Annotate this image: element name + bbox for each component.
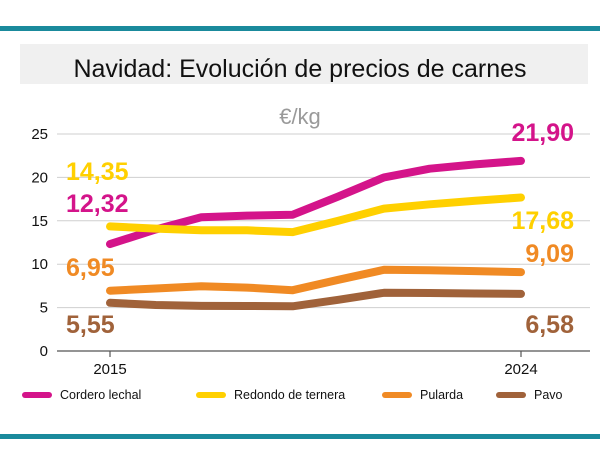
legend-label: Pularda bbox=[420, 388, 464, 402]
y-tick-label: 5 bbox=[40, 300, 48, 317]
legend-swatch bbox=[22, 392, 52, 398]
end-value-label-cordero-lechal: 21,90 bbox=[511, 119, 574, 147]
legend-label: Pavo bbox=[534, 388, 563, 402]
legend-swatch bbox=[382, 392, 412, 398]
series-line-pularda bbox=[106, 265, 525, 295]
legend-label: Cordero lechal bbox=[60, 388, 142, 402]
chart-title: Navidad: Evolución de precios de carnes bbox=[73, 55, 527, 83]
legend-item-cordero-lechal: Cordero lechal bbox=[22, 388, 141, 402]
end-value-label-pularda: 9,09 bbox=[525, 240, 574, 268]
start-value-label-redondo-de-ternera: 14,35 bbox=[66, 158, 129, 186]
series-line-cordero-lechal bbox=[106, 156, 525, 249]
legend-item-redondo-de-ternera: Redondo de ternera bbox=[196, 388, 345, 402]
legend-item-pavo: Pavo bbox=[496, 388, 563, 402]
series-line-redondo-de-ternera bbox=[106, 193, 525, 237]
series-line-pavo bbox=[106, 288, 525, 311]
start-value-label-pularda: 6,95 bbox=[66, 254, 115, 282]
y-tick-label: 25 bbox=[31, 126, 48, 143]
bottom-accent-rule bbox=[0, 434, 600, 439]
legend-swatch bbox=[496, 392, 526, 398]
legend-swatch bbox=[196, 392, 226, 398]
title-band bbox=[20, 44, 588, 84]
legend-item-pularda: Pularda bbox=[382, 388, 463, 402]
end-value-label-pavo: 6,58 bbox=[525, 311, 574, 339]
y-tick-label: 20 bbox=[31, 169, 48, 186]
legend-label: Redondo de ternera bbox=[234, 388, 346, 402]
start-value-label-pavo: 5,55 bbox=[66, 311, 115, 339]
start-value-label-cordero-lechal: 12,32 bbox=[66, 190, 129, 218]
y-tick-label: 0 bbox=[40, 343, 48, 360]
x-tick-label: 2024 bbox=[504, 361, 537, 378]
legend: Cordero lechal Redondo de ternera Pularda P… bbox=[0, 388, 600, 408]
y-tick-label: 10 bbox=[31, 256, 48, 273]
end-value-label-redondo-de-ternera: 17,68 bbox=[511, 207, 574, 235]
y-tick-label: 15 bbox=[31, 213, 48, 230]
x-tick-label: 2015 bbox=[93, 361, 126, 378]
unit-label: €/kg bbox=[279, 104, 321, 129]
top-accent-rule bbox=[0, 26, 600, 31]
